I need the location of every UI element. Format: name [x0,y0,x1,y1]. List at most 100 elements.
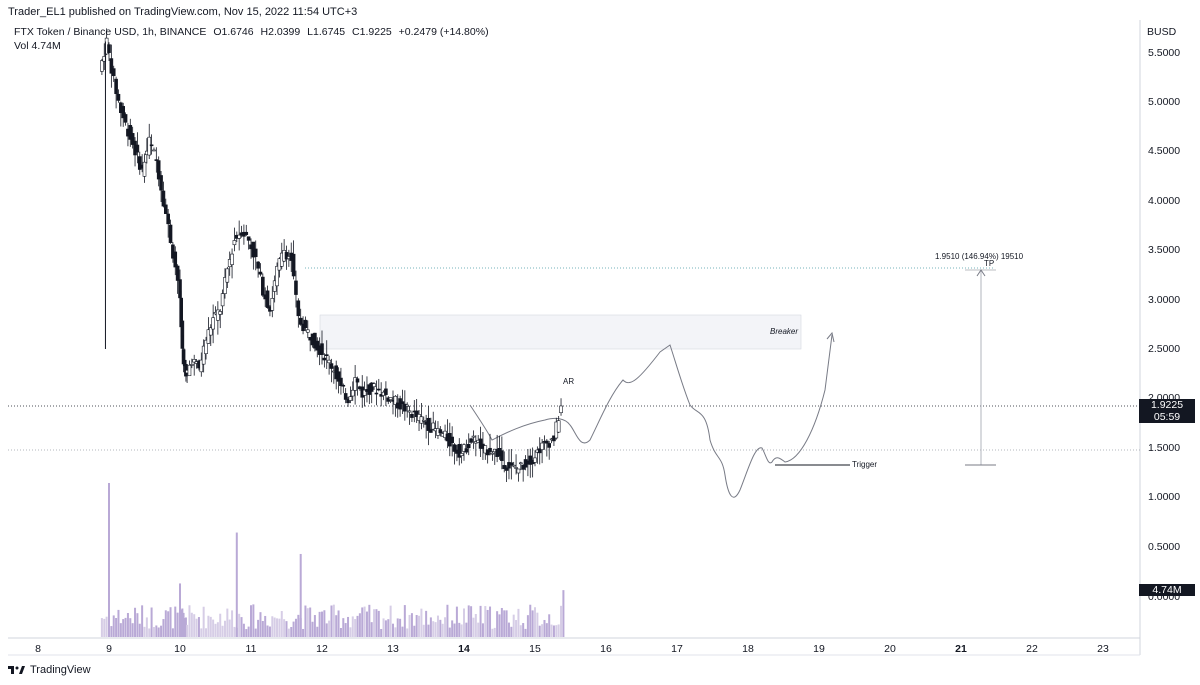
candle [462,444,466,452]
candle [275,265,279,287]
volume-bar [138,623,141,637]
price-ticks: 5.5000 5.0000 4.5000 4.0000 3.5000 3.000… [1148,47,1180,603]
volume-bar [538,625,541,637]
candle [296,300,301,317]
volume-bar [330,605,333,637]
volume-bar [422,624,425,637]
volume-bar [401,626,404,637]
volume-bar [276,618,279,637]
volume-legend[interactable]: Vol 4.74M [14,40,61,52]
time-tick: 12 [316,643,328,655]
volume-bar [254,628,257,637]
projection-path[interactable] [469,334,833,498]
volume-bar [332,604,335,637]
volume-value: 4.74M [31,40,61,52]
candle [100,60,104,72]
price-tick: 4.5000 [1148,145,1180,157]
candle [206,329,211,344]
volume-spike-bar [235,532,238,637]
candle [407,410,412,413]
price-tick: 0.5000 [1148,541,1180,553]
volume-bar [382,618,385,637]
volume-bar [479,605,482,637]
volume-bar [117,609,120,637]
volume-bar [278,618,281,637]
volume-bar [425,610,428,637]
volume-bar [410,613,413,637]
volume-bar [531,610,534,637]
candle [327,359,331,364]
candle [128,125,133,140]
volume-bar [474,613,477,637]
candle [376,388,381,391]
volume-bar [283,619,286,637]
candle [388,397,393,400]
symbol-name[interactable]: FTX Token / Binance USD, 1h, BINANCE [14,26,207,38]
candle [374,392,379,395]
volume-bar [290,626,293,637]
volume-bars-group [100,482,565,637]
volume-bar [323,610,326,637]
volume-bar [150,607,153,637]
candle [230,253,234,265]
candle [180,320,185,349]
volume-bar [221,625,224,637]
candle [294,280,298,295]
volume-bar [134,607,137,637]
candle [320,343,324,355]
volume-bar [420,608,423,637]
candle [114,78,118,94]
volume-bar [365,611,368,637]
volume-bar [297,614,300,637]
candle [216,309,220,321]
time-tick: 21 [955,643,967,655]
candle [426,417,431,431]
volume-bar [347,616,350,637]
currency-label[interactable]: BUSD [1147,26,1177,38]
price-tick: 5.0000 [1148,96,1180,108]
volume-bar [318,611,321,637]
tp-label: TP [984,259,994,268]
candle [284,252,289,260]
candle [547,443,552,448]
volume-bar [415,615,418,637]
candle [171,244,175,259]
candle [232,240,237,246]
volume-bar [171,628,174,637]
candle [450,436,454,444]
volume-bar [184,617,187,637]
volume-bar [500,607,503,637]
time-tick: 14 [458,643,470,655]
price-tick: 1.5000 [1148,442,1180,454]
volume-bar [394,627,397,637]
volume-bar [507,622,510,637]
volume-bar [124,617,127,637]
volume-bar [406,628,409,637]
volume-bar [285,621,288,637]
candle [208,327,213,336]
volume-bar [557,624,560,637]
candle [201,345,206,365]
candle [192,359,196,363]
candle [199,359,204,373]
volume-bar [226,608,229,637]
volume-bar [560,605,563,637]
symbol-legend[interactable]: FTX Token / Binance USD, 1h, BINANCE O1.… [14,26,493,38]
volume-bar [552,625,555,637]
tradingview-logo[interactable]: TradingView [8,664,91,676]
volume-bar [375,609,378,637]
volume-bar [354,619,357,637]
candle [116,93,121,101]
candle [237,234,241,239]
candle [159,175,163,191]
breaker-zone[interactable] [319,314,802,350]
candle [147,136,152,156]
volume-bar [351,616,354,637]
volume-bar [418,615,421,637]
price-tick: 1.0000 [1148,491,1180,503]
volume-spike-bar [108,482,110,637]
volume-bar [377,610,380,637]
candle [478,438,483,449]
volume-bar [349,627,352,637]
